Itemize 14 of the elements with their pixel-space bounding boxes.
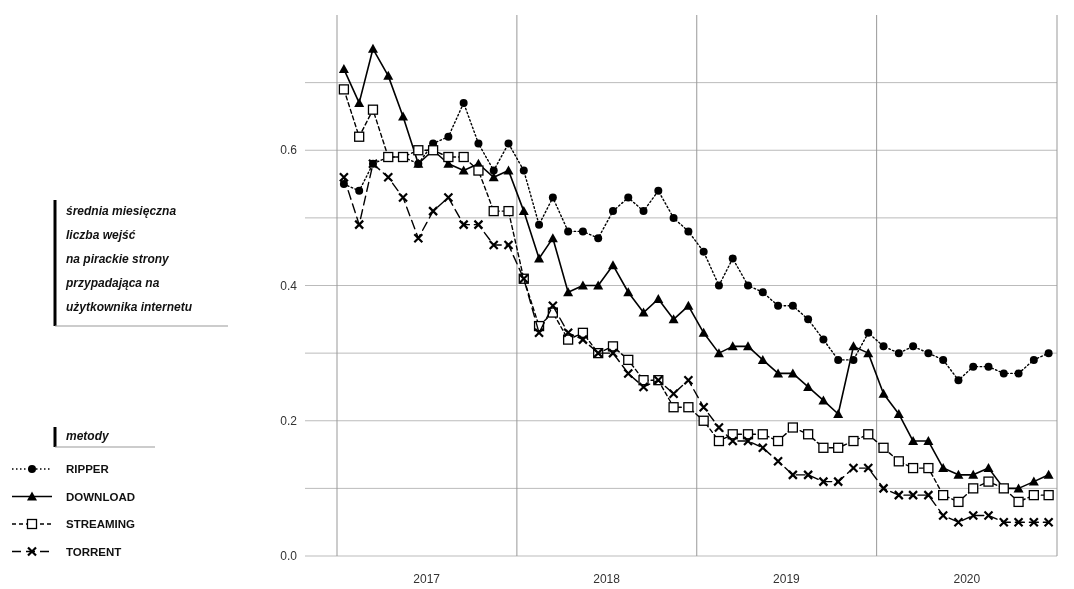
- x-tick-label: 2017: [413, 572, 441, 586]
- x-tick-label: 2018: [593, 572, 621, 586]
- text: średnia miesięczna liczba wejść na pirackie strony przypadająca na użytkownika internetu: [65, 204, 193, 314]
- x-tick-label: 2020: [953, 572, 981, 586]
- legend-label: STREAMING: [66, 518, 136, 531]
- legend-label: RIPPER: [66, 463, 110, 476]
- y-tick-label: 0.6: [280, 143, 298, 158]
- y-tick-label: 0.2: [280, 413, 298, 428]
- y-tick-label: 0.4: [280, 278, 298, 293]
- legend-label: TORRENT: [66, 545, 122, 558]
- x-tick-label: 2019: [773, 572, 801, 586]
- legend-title: metody: [66, 429, 110, 443]
- legend-label: DOWNLOAD: [66, 490, 135, 503]
- y-tick-label: 0.0: [280, 549, 298, 564]
